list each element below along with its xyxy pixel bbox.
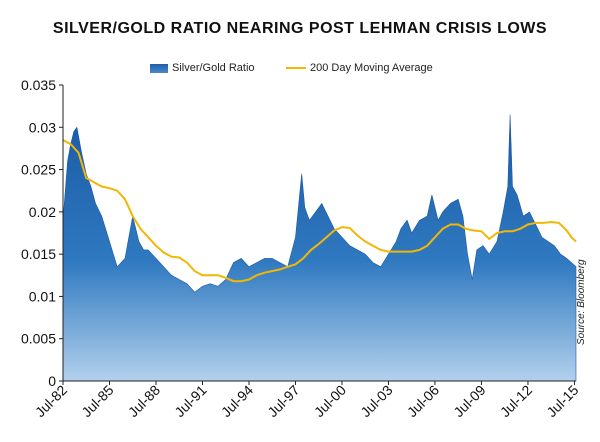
y-tick-label: 0.02 (29, 204, 56, 220)
legend-swatch-line (286, 67, 306, 69)
y-tick-label: 0.005 (21, 331, 56, 347)
x-tick-label: Jul-12 (497, 382, 535, 420)
legend-swatch-area (150, 63, 168, 73)
y-tick-label: 0.01 (29, 288, 56, 304)
y-tick-label: 0.015 (21, 246, 56, 262)
x-tick-label: Jul-06 (404, 382, 442, 420)
y-tick-label: 0.025 (21, 162, 56, 178)
legend-label-silver-gold-ratio: Silver/Gold Ratio (172, 62, 255, 74)
y-tick-label: 0.03 (29, 119, 56, 135)
chart-title: SILVER/GOLD RATIO NEARING POST LEHMAN CR… (52, 20, 548, 37)
legend-label-moving-average: 200 Day Moving Average (310, 62, 433, 74)
x-tick-label: Jul-03 (357, 382, 395, 420)
series-moving-average-line (62, 139, 577, 283)
x-tick-label: Jul-88 (125, 382, 163, 420)
area-layer (62, 114, 577, 382)
x-tick-label: Jul-94 (218, 382, 256, 420)
y-tick-label: 0 (48, 373, 56, 389)
line-layer (62, 139, 577, 283)
source-note: Source: Bloomberg (576, 259, 587, 345)
x-tick-label: Jul-09 (450, 382, 488, 420)
x-tick-label: Jul-15 (543, 382, 581, 420)
x-tick-label: Jul-97 (264, 382, 302, 420)
legend: Silver/Gold Ratio 200 Day Moving Average (0, 62, 600, 78)
y-tick-label: 0.035 (21, 77, 56, 93)
legend-item-moving-average: 200 Day Moving Average (286, 62, 433, 74)
series-silver-gold-ratio-area (62, 114, 577, 382)
legend-item-silver-gold-ratio: Silver/Gold Ratio (150, 62, 255, 74)
x-tick-label: Jul-00 (311, 382, 349, 420)
x-tick-label: Jul-85 (78, 382, 116, 420)
x-tick-label: Jul-91 (171, 382, 209, 420)
